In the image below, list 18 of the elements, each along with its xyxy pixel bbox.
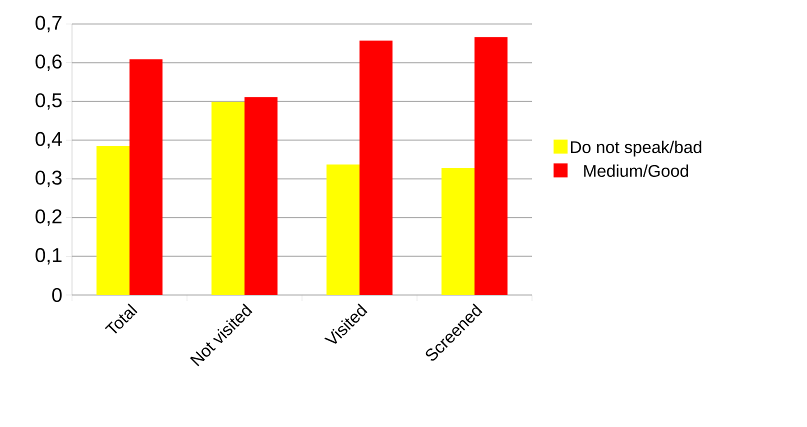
y-tick-label: 0,3 <box>36 170 62 188</box>
y-tick-label: 0,6 <box>36 54 62 71</box>
bar <box>360 40 393 295</box>
bar <box>212 102 245 295</box>
y-tick-label: 0,2 <box>36 209 62 226</box>
legend-label: Medium/Good <box>584 164 688 177</box>
bar <box>326 164 360 295</box>
y-tick-label: 0,7 <box>36 16 62 32</box>
y-tick-label: 0,1 <box>36 248 62 265</box>
y-tick-label: 0,4 <box>36 132 62 148</box>
bar <box>130 59 163 295</box>
bar <box>442 168 475 295</box>
y-tick-label: 0,5 <box>36 93 62 110</box>
bar <box>474 37 508 295</box>
y-tick-label: 0 <box>52 288 62 302</box>
legend-label: Do not speak/bad <box>570 140 702 157</box>
bar <box>244 97 278 295</box>
bar <box>96 146 130 295</box>
